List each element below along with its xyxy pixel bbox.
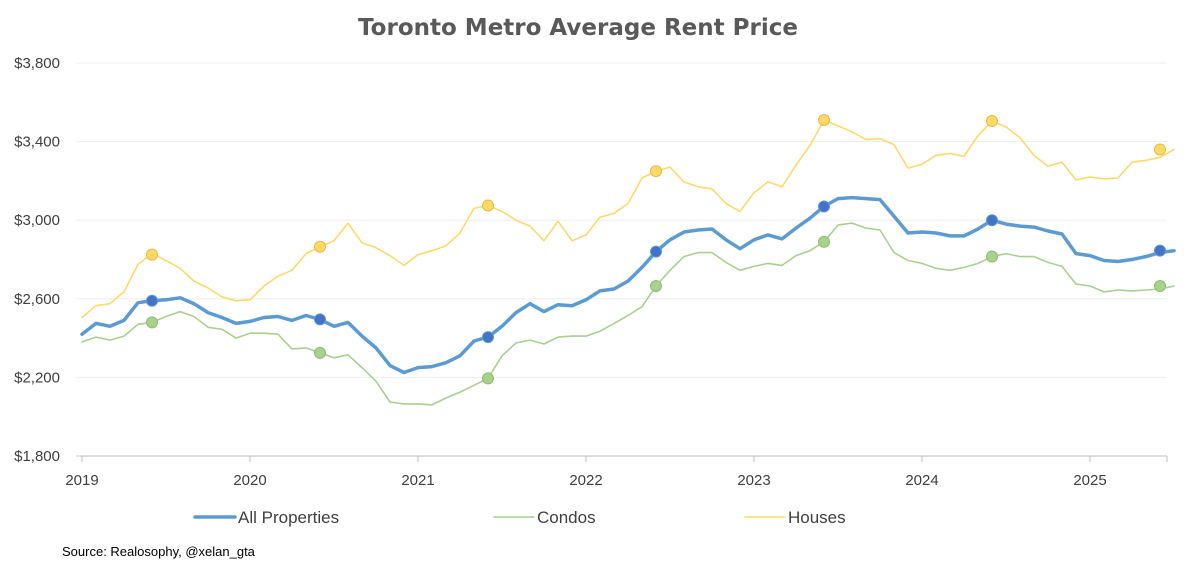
legend-label: Houses — [788, 508, 846, 527]
x-tick-label: 2024 — [905, 472, 938, 489]
data-point-marker — [146, 294, 158, 307]
y-tick-label: $1,800 — [14, 448, 60, 465]
data-point-marker — [650, 245, 662, 258]
data-point-marker — [146, 316, 158, 329]
data-point-marker — [986, 250, 998, 263]
x-tick-label: 2022 — [569, 472, 602, 489]
data-point-marker — [482, 331, 494, 344]
chart-title: Toronto Metro Average Rent Price — [358, 15, 798, 41]
x-tick-label: 2019 — [65, 472, 98, 489]
data-point-marker — [818, 200, 830, 213]
x-tick-label: 2023 — [737, 472, 770, 489]
data-point-marker — [314, 240, 326, 253]
series-layer — [80, 119, 1176, 406]
data-point-marker — [818, 235, 830, 248]
y-tick-label: $3,800 — [14, 55, 60, 72]
series-line-houses — [81, 119, 1175, 319]
data-point-marker — [314, 313, 326, 326]
legend-label: Condos — [537, 508, 596, 527]
data-point-marker — [986, 114, 998, 127]
source-note: Source: Realosophy, @xelan_gta — [62, 544, 256, 559]
data-point-marker — [650, 280, 662, 293]
y-tick-label: $3,400 — [14, 134, 60, 151]
axes: $1,800 $2,200 $2,600 $3,000 $3,400 $3,800 2019… — [14, 55, 1168, 489]
data-point-marker — [1154, 244, 1166, 257]
y-tick-label: $2,200 — [14, 369, 60, 386]
data-point-marker — [482, 372, 494, 385]
series-line-all-properties — [80, 195, 1176, 375]
x-tick-label: 2020 — [233, 472, 266, 489]
gridlines — [76, 62, 1167, 378]
marker-layer — [146, 113, 1166, 385]
y-tick-label: $2,600 — [14, 291, 60, 308]
legend: All Properties Condos Houses — [193, 508, 846, 527]
x-tick-label: 2025 — [1073, 472, 1106, 489]
data-point-marker — [1154, 143, 1166, 156]
y-tick-label: $3,000 — [14, 212, 60, 229]
data-point-marker — [146, 248, 158, 261]
legend-label: All Properties — [238, 508, 339, 527]
data-point-marker — [650, 165, 662, 178]
data-point-marker — [986, 214, 998, 227]
data-point-marker — [1154, 280, 1166, 293]
x-tick-label: 2021 — [401, 472, 434, 489]
data-point-marker — [818, 113, 830, 126]
data-point-marker — [482, 199, 494, 212]
data-point-marker — [314, 346, 326, 359]
